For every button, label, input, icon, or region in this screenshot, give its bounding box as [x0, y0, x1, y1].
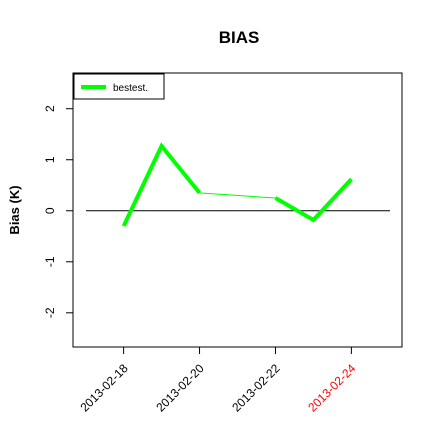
legend-box [73, 73, 165, 100]
y-tick-label: -1 [43, 256, 57, 267]
y-tick-label: 0 [43, 207, 57, 214]
gap-connector [199, 192, 276, 199]
y-tick-label: 2 [43, 105, 57, 112]
x-tick-label: 2013-02-24 [305, 361, 359, 415]
x-tick-label: 2013-02-22 [229, 361, 283, 415]
x-tick-label: 2013-02-18 [77, 361, 131, 415]
legend-label: bestest. [113, 83, 148, 94]
chart-title: BIAS [219, 28, 260, 47]
x-tick-label: 2013-02-20 [153, 361, 207, 415]
y-tick-label: 1 [43, 156, 57, 163]
data-line [121, 142, 353, 227]
y-axis-label: Bias (K) [7, 185, 22, 234]
plot-frame [72, 72, 403, 348]
y-tick-label: -2 [43, 307, 57, 318]
